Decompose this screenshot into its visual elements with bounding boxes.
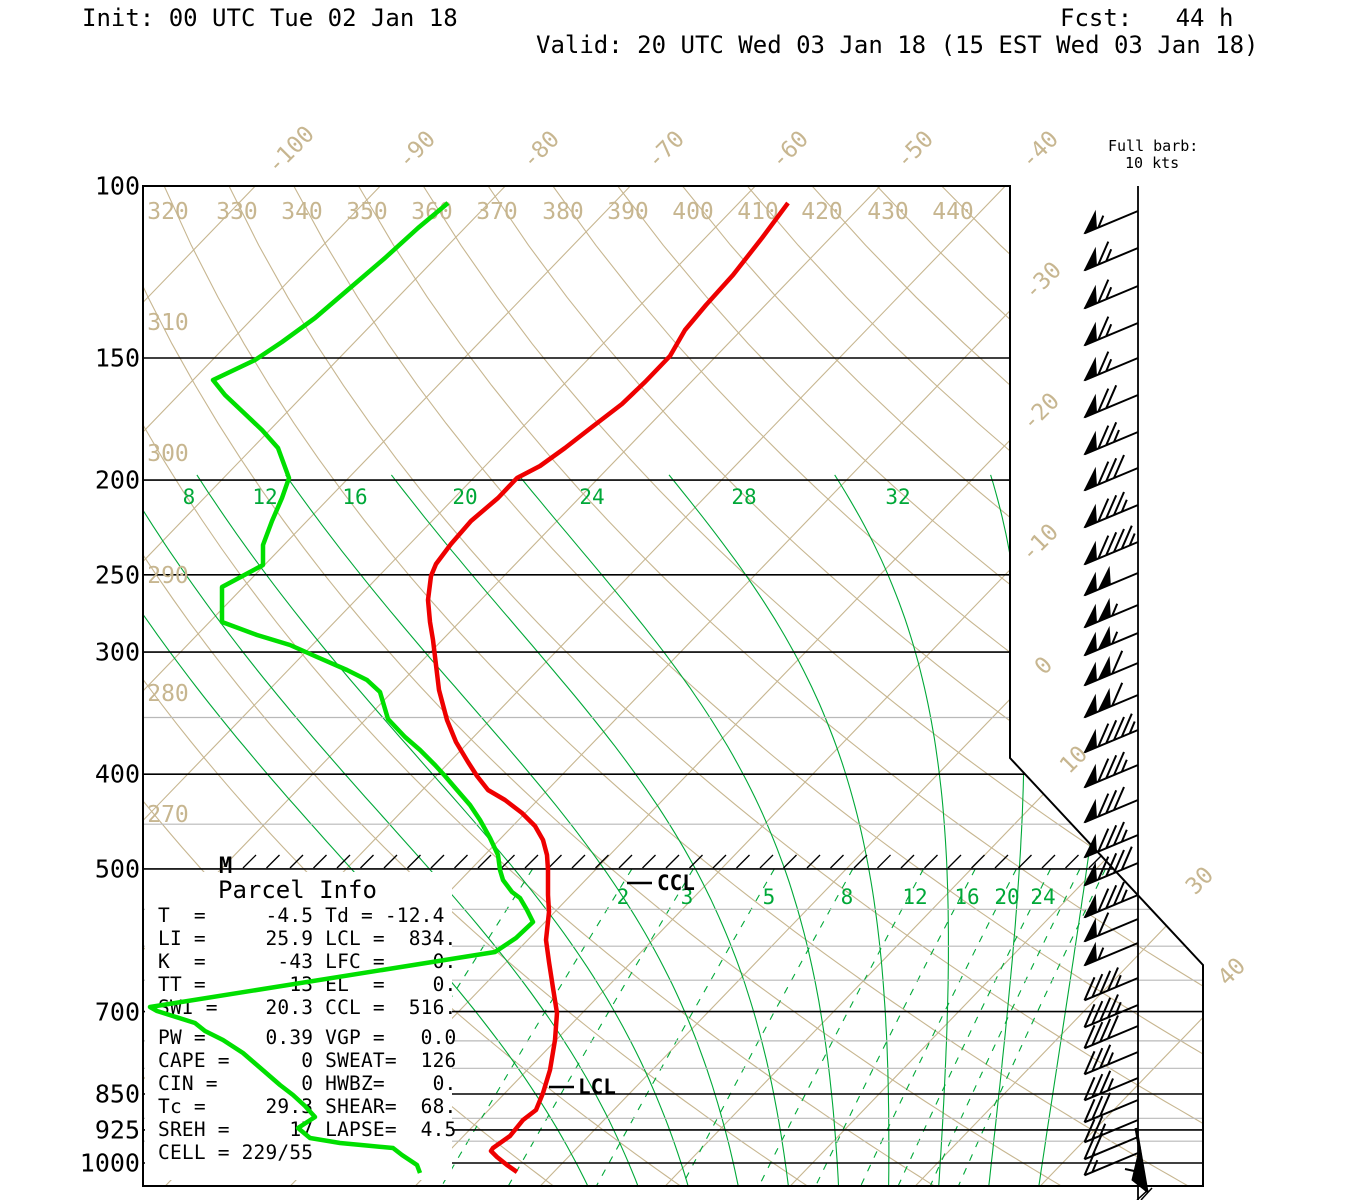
pressure-label-200: 200 bbox=[94, 465, 140, 495]
dry-adiabat-label-410: 410 bbox=[737, 199, 779, 225]
mixing-ratio-label-20: 20 bbox=[994, 885, 1020, 909]
pressure-label-250: 250 bbox=[94, 560, 140, 590]
dry-adiabat-label-370: 370 bbox=[476, 199, 518, 225]
pressure-label-400: 400 bbox=[94, 759, 140, 789]
parcel-row-k-lfc: K = -43 LFC = 0. bbox=[158, 950, 457, 973]
m-marker: M bbox=[219, 854, 233, 879]
dry-adiabat-label-440: 440 bbox=[932, 199, 974, 225]
dry-adiabat-label-290: 290 bbox=[147, 563, 189, 589]
dry-adiabat-label-350: 350 bbox=[346, 199, 388, 225]
parcel-row-tt-el: TT = 13 EL = 0. bbox=[158, 973, 457, 996]
pressure-label-150: 150 bbox=[94, 343, 140, 373]
moist-adiabat-label-16: 16 bbox=[342, 485, 368, 509]
pressure-label-300: 300 bbox=[94, 637, 140, 667]
dry-adiabat-label-300: 300 bbox=[147, 441, 189, 467]
parcel-row-cell: CELL = 229/55 bbox=[158, 1141, 314, 1164]
moist-adiabat-label-28: 28 bbox=[731, 485, 757, 509]
mixing-ratio-label-8: 8 bbox=[840, 885, 854, 909]
parcel-row-cape-sweat: CAPE = 0 SWEAT= 126 bbox=[158, 1049, 457, 1072]
valid-time-label: Valid: 20 UTC Wed 03 Jan 18 (15 EST Wed … bbox=[536, 31, 1259, 59]
dry-adiabat-label-270: 270 bbox=[147, 802, 189, 828]
pressure-label-500: 500 bbox=[94, 854, 140, 884]
dry-adiabat-label-320: 320 bbox=[147, 199, 189, 225]
parcel-row-sreh-lapse: SREH = 17 LAPSE= 4.5 bbox=[158, 1118, 457, 1141]
moist-adiabat-label-24: 24 bbox=[579, 485, 605, 509]
barb-legend-line1: Full barb: bbox=[1108, 137, 1199, 155]
dry-adiabat-label-400: 400 bbox=[672, 199, 714, 225]
parcel-info-title: Parcel Info bbox=[218, 876, 377, 904]
init-time-label: Init: 00 UTC Tue 02 Jan 18 bbox=[82, 4, 458, 32]
mixing-ratio-label-16: 16 bbox=[954, 885, 980, 909]
parcel-row-cin-hwbz: CIN = 0 HWBZ= 0. bbox=[158, 1072, 457, 1095]
dry-adiabat-label-360: 360 bbox=[411, 199, 453, 225]
moist-adiabat-label-20: 20 bbox=[452, 485, 478, 509]
dry-adiabat-label-380: 380 bbox=[542, 199, 584, 225]
lcl-marker-label: LCL bbox=[578, 1075, 616, 1099]
ccl-marker-label: CCL bbox=[657, 871, 695, 895]
dry-adiabat-label-280: 280 bbox=[147, 681, 189, 707]
dry-adiabat-label-310: 310 bbox=[147, 310, 189, 336]
dry-adiabat-label-340: 340 bbox=[281, 199, 323, 225]
dry-adiabat-label-420: 420 bbox=[801, 199, 843, 225]
pressure-label-925: 925 bbox=[94, 1115, 140, 1145]
parcel-row-swi-ccl: SWI = 20.3 CCL = 516. bbox=[158, 996, 457, 1019]
dry-adiabat-label-430: 430 bbox=[867, 199, 909, 225]
dry-adiabat-label-390: 390 bbox=[607, 199, 649, 225]
pressure-label-700: 700 bbox=[94, 997, 140, 1027]
moist-adiabat-label-12: 12 bbox=[252, 485, 278, 509]
parcel-row-li-lcl: LI = 25.9 LCL = 834. bbox=[158, 927, 457, 950]
moist-adiabat-label-8: 8 bbox=[182, 485, 196, 509]
pressure-label-1000: 1000 bbox=[79, 1148, 140, 1178]
mixing-ratio-label-24: 24 bbox=[1030, 885, 1056, 909]
dry-adiabat-label-330: 330 bbox=[216, 199, 258, 225]
parcel-row-tc-shear: Tc = 29.3 SHEAR= 68. bbox=[158, 1095, 457, 1118]
parcel-row-t-td: T = -4.5 Td = -12.4 bbox=[158, 904, 445, 927]
pressure-label-100: 100 bbox=[94, 171, 140, 201]
forecast-hour-label: Fcst: 44 h bbox=[1060, 4, 1234, 32]
parcel-info-box: Parcel Info T = -4.5 Td = -12.4 LI = 25.… bbox=[145, 872, 456, 1180]
pressure-label-850: 850 bbox=[94, 1079, 140, 1109]
mixing-ratio-label-5: 5 bbox=[762, 885, 776, 909]
parcel-row-pw-vgp: PW = 0.39 VGP = 0.0 bbox=[158, 1026, 457, 1049]
mixing-ratio-label-2: 2 bbox=[616, 885, 630, 909]
mixing-ratio-label-12: 12 bbox=[902, 885, 928, 909]
moist-adiabat-label-32: 32 bbox=[885, 485, 911, 509]
barb-legend-line2: 10 kts bbox=[1125, 154, 1180, 172]
